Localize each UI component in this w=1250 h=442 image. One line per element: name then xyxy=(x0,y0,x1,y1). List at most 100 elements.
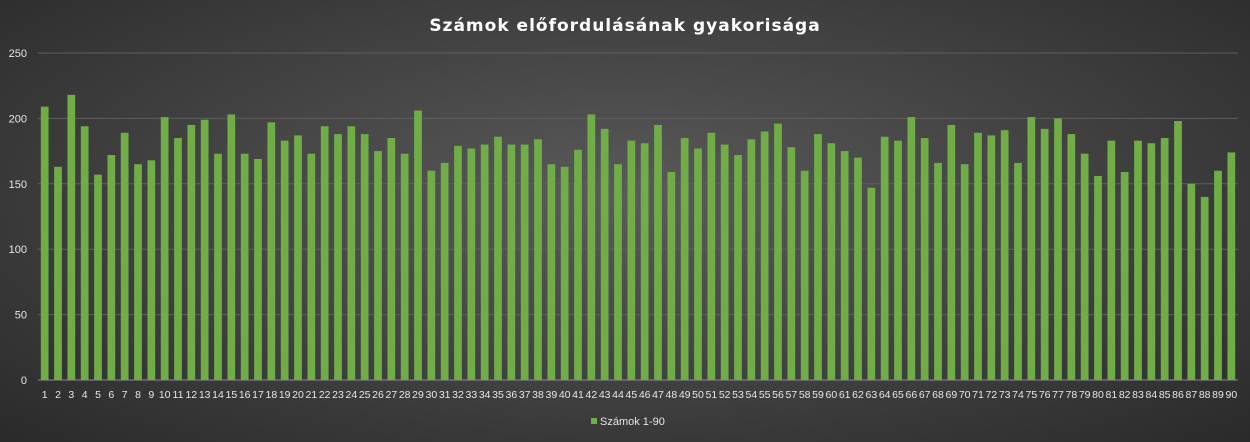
bar xyxy=(1120,172,1129,380)
x-tick-label: 14 xyxy=(212,389,224,401)
x-tick-label: 36 xyxy=(505,389,517,401)
bars xyxy=(40,94,1236,381)
x-tick-label: 64 xyxy=(879,389,891,401)
bar xyxy=(200,119,209,380)
x-tick-label: 43 xyxy=(599,389,611,401)
bar xyxy=(240,153,249,380)
bar xyxy=(747,139,756,380)
bar xyxy=(120,132,129,380)
x-tick-label: 29 xyxy=(412,389,424,401)
bar xyxy=(534,139,542,380)
x-tick-label: 28 xyxy=(399,389,411,401)
bar xyxy=(494,136,502,380)
x-tick-label: 15 xyxy=(225,389,237,401)
x-tick-label: 17 xyxy=(252,389,264,401)
bar xyxy=(680,138,689,380)
bar xyxy=(614,164,622,380)
x-tick-label: 10 xyxy=(159,389,171,401)
x-axis-ticks: 1 2 3 4 5 6 7 8 9 10 11 12 13 14 15 16 17 18 19 20 21 22 23 24 2… xyxy=(42,389,1238,401)
x-tick-label: 85 xyxy=(1159,389,1171,401)
x-tick-label: 69 xyxy=(945,389,957,401)
gridlines xyxy=(38,52,1238,316)
x-tick-label: 13 xyxy=(199,389,211,401)
x-tick-label: 65 xyxy=(892,389,904,401)
bar xyxy=(1014,162,1022,380)
x-tick-label: 49 xyxy=(679,389,691,401)
x-tick-label: 39 xyxy=(545,389,557,401)
bar xyxy=(294,135,302,380)
x-tick-label: 32 xyxy=(452,389,464,401)
x-tick-label: 51 xyxy=(705,389,717,401)
x-tick-label: 22 xyxy=(319,389,331,401)
x-tick-label: 9 xyxy=(148,389,154,401)
x-tick-label: 21 xyxy=(305,389,317,401)
bar xyxy=(134,164,142,380)
x-tick-label: 53 xyxy=(732,389,744,401)
bar xyxy=(1160,138,1169,380)
x-tick-label: 34 xyxy=(479,389,491,401)
bar xyxy=(1227,152,1236,380)
x-tick-label: 27 xyxy=(385,389,397,401)
x-tick-label: 45 xyxy=(625,389,637,401)
bar xyxy=(1174,121,1182,381)
bar xyxy=(787,147,796,380)
bar xyxy=(574,149,582,380)
bar xyxy=(1054,118,1062,381)
bar xyxy=(547,164,556,380)
bar xyxy=(1040,128,1049,380)
chart-title: Számok előfordulásának gyakorisága xyxy=(429,16,820,36)
x-tick-label: 48 xyxy=(665,389,677,401)
bar xyxy=(454,145,462,380)
bar xyxy=(760,131,769,380)
x-tick-label: 79 xyxy=(1079,389,1091,401)
x-tick-label: 38 xyxy=(532,389,544,401)
bar xyxy=(894,140,902,380)
x-tick-label: 26 xyxy=(372,389,384,401)
bar xyxy=(440,162,449,380)
bar xyxy=(920,138,929,380)
x-tick-label: 58 xyxy=(799,389,811,401)
bar xyxy=(320,126,329,380)
x-tick-label: 42 xyxy=(585,389,597,401)
bar xyxy=(880,136,889,380)
x-tick-label: 4 xyxy=(82,389,88,401)
bar xyxy=(1147,143,1156,380)
bar xyxy=(280,140,289,380)
x-tick-label: 78 xyxy=(1065,389,1077,401)
legend-swatch xyxy=(591,418,597,424)
bar xyxy=(1107,140,1116,380)
bar xyxy=(174,138,182,380)
x-tick-label: 76 xyxy=(1039,389,1051,401)
x-tick-label: 24 xyxy=(345,389,357,401)
bar xyxy=(720,144,729,380)
x-tick-label: 56 xyxy=(772,389,784,401)
bar xyxy=(187,124,196,380)
bar xyxy=(667,172,676,380)
x-tick-label: 5 xyxy=(95,389,101,401)
bar xyxy=(307,153,316,380)
bar xyxy=(1200,196,1209,380)
bar xyxy=(254,158,262,380)
bar xyxy=(934,162,942,380)
x-tick-label: 89 xyxy=(1212,389,1224,401)
x-tick-label: 67 xyxy=(919,389,931,401)
x-tick-label: 80 xyxy=(1092,389,1104,401)
y-axis-ticks: 0 50 100 150 200 250 xyxy=(9,48,27,387)
legend-label: Számok 1-90 xyxy=(600,416,665,428)
bar xyxy=(1000,130,1009,380)
x-tick-label: 66 xyxy=(905,389,917,401)
x-tick-label: 83 xyxy=(1132,389,1144,401)
bar xyxy=(400,153,409,380)
x-tick-label: 1 xyxy=(42,389,48,401)
y-tick-label: 200 xyxy=(9,113,27,125)
bar xyxy=(347,126,356,380)
x-tick-label: 55 xyxy=(759,389,771,401)
bar xyxy=(1214,170,1222,380)
x-tick-label: 2 xyxy=(55,389,61,401)
bar xyxy=(507,144,516,380)
x-tick-label: 82 xyxy=(1119,389,1131,401)
bar xyxy=(40,106,49,381)
bar xyxy=(800,170,809,380)
x-tick-label: 3 xyxy=(68,389,74,401)
